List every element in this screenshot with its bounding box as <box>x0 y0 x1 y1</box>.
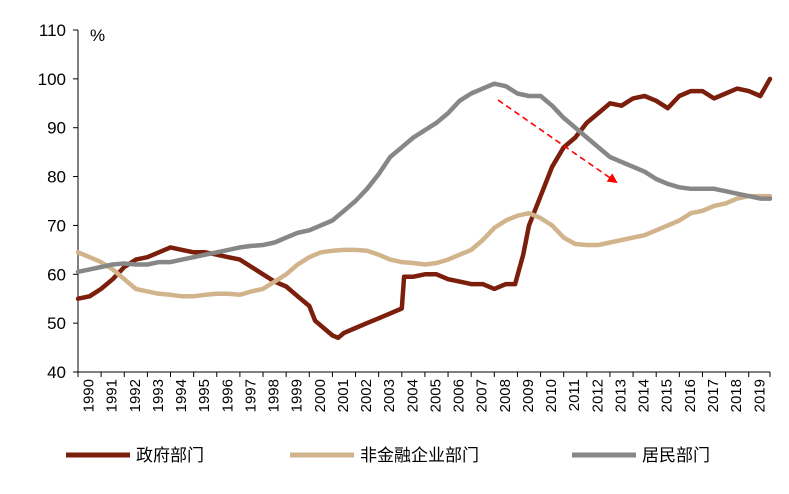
x-tick-label: 2018 <box>728 379 745 412</box>
legend-label-2: 居民部门 <box>642 446 710 466</box>
trend-annotation <box>497 99 618 184</box>
x-tick-label: 2019 <box>751 379 768 412</box>
x-tick-label: 2010 <box>543 379 560 412</box>
x-tick-label: 1994 <box>173 379 190 412</box>
x-tick-label: 2000 <box>312 379 329 412</box>
series-lines <box>75 76 773 341</box>
x-tick-label: 2014 <box>636 379 653 412</box>
x-tick-label: 2003 <box>381 379 398 412</box>
x-tick-label: 2017 <box>705 379 722 412</box>
y-tick-label: 90 <box>47 119 66 138</box>
y-tick-label: 100 <box>38 70 66 89</box>
x-tick-label: 1990 <box>81 379 98 412</box>
y-tick-label: 50 <box>47 314 66 333</box>
x-tick-label: 1991 <box>104 379 121 412</box>
axes: 40 50 60 70 80 90 100 110 1990 1991 1992 1993 1994 19… <box>38 21 771 412</box>
y-unit-label: % <box>90 26 105 45</box>
x-tick-label: 2008 <box>497 379 514 412</box>
x-tick-label: 2011 <box>566 379 583 411</box>
x-tick-label: 2012 <box>589 379 606 412</box>
x-tick-label: 1996 <box>219 379 236 412</box>
x-tick-label: 1997 <box>242 379 259 412</box>
x-tick-label: 2007 <box>474 379 491 412</box>
y-tick-label: 110 <box>39 21 66 40</box>
x-tick-label: 2002 <box>358 379 375 412</box>
trend-arrow <box>497 99 618 184</box>
y-tick-label: 80 <box>47 168 66 187</box>
series-line-1 <box>75 193 773 299</box>
series-line-0 <box>75 76 773 341</box>
legend: 政府部门 非金融企业部门 居民部门 <box>66 446 710 466</box>
x-tick-label: 2015 <box>659 379 676 412</box>
y-tick-label: 60 <box>47 265 66 284</box>
x-tick-label: 2005 <box>427 379 444 412</box>
x-tick-label: 2001 <box>335 379 352 412</box>
x-tick-label: 2016 <box>682 379 699 412</box>
legend-label-1: 非金融企业部门 <box>360 446 479 466</box>
series-line-2 <box>75 81 773 275</box>
y-tick-label: 70 <box>47 216 66 235</box>
x-tick-label: 1995 <box>196 379 213 412</box>
x-tick-label: 1992 <box>127 379 144 412</box>
legend-label-0: 政府部门 <box>136 446 204 466</box>
x-tick-label: 1993 <box>150 379 167 412</box>
x-tick-label: 2013 <box>612 379 629 412</box>
x-tick-label: 1998 <box>266 379 283 412</box>
x-tick-label: 2004 <box>404 379 421 412</box>
x-tick-label: 2006 <box>451 379 468 412</box>
x-tick-label: 1999 <box>289 379 306 412</box>
x-tick-label: 2009 <box>520 379 537 412</box>
y-tick-label: 40 <box>47 363 66 382</box>
